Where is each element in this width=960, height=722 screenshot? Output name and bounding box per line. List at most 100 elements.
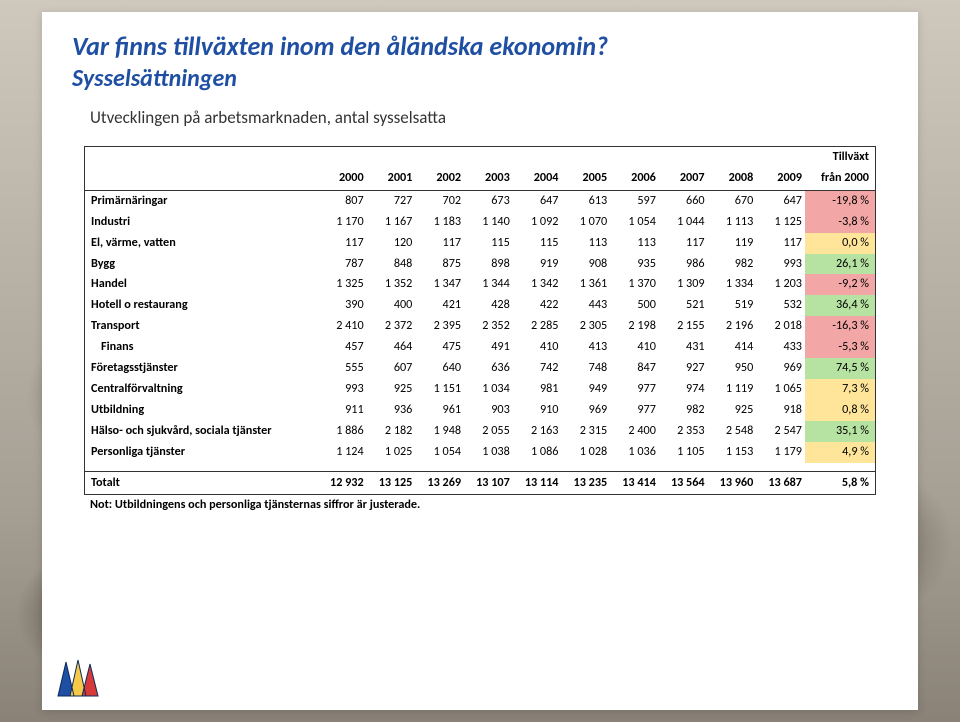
cell-value: 1 092: [513, 212, 562, 233]
cell-value: 532: [756, 295, 805, 316]
cell-value: 911: [318, 400, 367, 421]
cell-value: 2 372: [367, 316, 416, 337]
total-growth: 5,8 %: [805, 471, 875, 493]
cell-value: 875: [415, 254, 464, 275]
cell-value: 1 948: [415, 421, 464, 442]
row-label: El, värme, vatten: [85, 233, 318, 254]
cell-value: 908: [561, 254, 610, 275]
cell-value: 787: [318, 254, 367, 275]
cell-value: 748: [561, 358, 610, 379]
row-label: Finans: [85, 337, 318, 358]
cell-value: 2 055: [464, 421, 513, 442]
cell-value: 969: [756, 358, 805, 379]
cell-value: 117: [659, 233, 708, 254]
cell-value: 847: [610, 358, 659, 379]
cell-value: 2 395: [415, 316, 464, 337]
cell-value: 927: [659, 358, 708, 379]
growth-from-header: från 2000: [805, 168, 875, 190]
cell-value: 1 034: [464, 379, 513, 400]
cell-value: 1 038: [464, 442, 513, 463]
cell-value: 1 054: [610, 212, 659, 233]
cell-value: 925: [367, 379, 416, 400]
cell-value: 431: [659, 337, 708, 358]
year-header: 2001: [367, 168, 416, 190]
cell-value: 727: [367, 190, 416, 211]
total-value: 13 414: [610, 471, 659, 493]
table-row: Hälso- och sjukvård, sociala tjänster1 8…: [85, 421, 875, 442]
year-header: 2002: [415, 168, 464, 190]
year-header: 2003: [464, 168, 513, 190]
cell-value: 848: [367, 254, 416, 275]
cell-value: 120: [367, 233, 416, 254]
cell-value: 491: [464, 337, 513, 358]
cell-value: 2 182: [367, 421, 416, 442]
table-row: Industri1 1701 1671 1831 1401 0921 0701 …: [85, 212, 875, 233]
cell-value: 410: [610, 337, 659, 358]
cell-value: 969: [561, 400, 610, 421]
cell-value: 113: [610, 233, 659, 254]
cell-value: 647: [756, 190, 805, 211]
table-row: El, värme, vatten11712011711511511311311…: [85, 233, 875, 254]
table-row: Handel1 3251 3521 3471 3441 3421 3611 37…: [85, 274, 875, 295]
cell-value: 2 163: [513, 421, 562, 442]
slide-background: Var finns tillväxten inom den åländska e…: [0, 0, 960, 722]
cell-value: 2 018: [756, 316, 805, 337]
cell-value: 1 183: [415, 212, 464, 233]
cell-value: 742: [513, 358, 562, 379]
cell-value: 936: [367, 400, 416, 421]
row-label: Handel: [85, 274, 318, 295]
total-value: 13 269: [415, 471, 464, 493]
growth-cell: 74,5 %: [805, 358, 875, 379]
cell-value: 2 155: [659, 316, 708, 337]
cell-value: 428: [464, 295, 513, 316]
cell-value: 660: [659, 190, 708, 211]
table-row: Centralförvaltning9939251 1511 034981949…: [85, 379, 875, 400]
cell-value: 898: [464, 254, 513, 275]
cell-value: 1 342: [513, 274, 562, 295]
total-value: 13 960: [708, 471, 757, 493]
cell-value: 2 352: [464, 316, 513, 337]
cell-value: 422: [513, 295, 562, 316]
growth-cell: 0,0 %: [805, 233, 875, 254]
cell-value: 1 028: [561, 442, 610, 463]
row-label: Industri: [85, 212, 318, 233]
growth-cell: 0,8 %: [805, 400, 875, 421]
cell-value: 1 361: [561, 274, 610, 295]
total-value: 13 564: [659, 471, 708, 493]
total-value: 13 687: [756, 471, 805, 493]
table-row: Hotell o restaurang390400421428422443500…: [85, 295, 875, 316]
cell-value: 1 124: [318, 442, 367, 463]
cell-value: 673: [464, 190, 513, 211]
cell-value: 1 309: [659, 274, 708, 295]
total-label: Totalt: [85, 471, 318, 493]
cell-value: 613: [561, 190, 610, 211]
cell-value: 935: [610, 254, 659, 275]
cell-value: 2 305: [561, 316, 610, 337]
cell-value: 521: [659, 295, 708, 316]
cell-value: 414: [708, 337, 757, 358]
year-header: 2004: [513, 168, 562, 190]
row-label: Bygg: [85, 254, 318, 275]
header-empty: [85, 168, 318, 190]
row-label: Hotell o restaurang: [85, 295, 318, 316]
row-label: Transport: [85, 316, 318, 337]
cell-value: 1 105: [659, 442, 708, 463]
cell-value: 2 196: [708, 316, 757, 337]
cell-value: 977: [610, 379, 659, 400]
cell-value: 1 054: [415, 442, 464, 463]
row-label: Hälso- och sjukvård, sociala tjänster: [85, 421, 318, 442]
cell-value: 117: [756, 233, 805, 254]
cell-value: 986: [659, 254, 708, 275]
cell-value: 607: [367, 358, 416, 379]
cell-value: 1 151: [415, 379, 464, 400]
cell-value: 1 140: [464, 212, 513, 233]
cell-value: 1 344: [464, 274, 513, 295]
cell-value: 1 119: [708, 379, 757, 400]
cell-value: 390: [318, 295, 367, 316]
cell-value: 117: [415, 233, 464, 254]
growth-cell: -19,8 %: [805, 190, 875, 211]
year-header: 2000: [318, 168, 367, 190]
cell-value: 1 325: [318, 274, 367, 295]
slide-title: Var finns tillväxten inom den åländska e…: [72, 30, 918, 62]
cell-value: 400: [367, 295, 416, 316]
